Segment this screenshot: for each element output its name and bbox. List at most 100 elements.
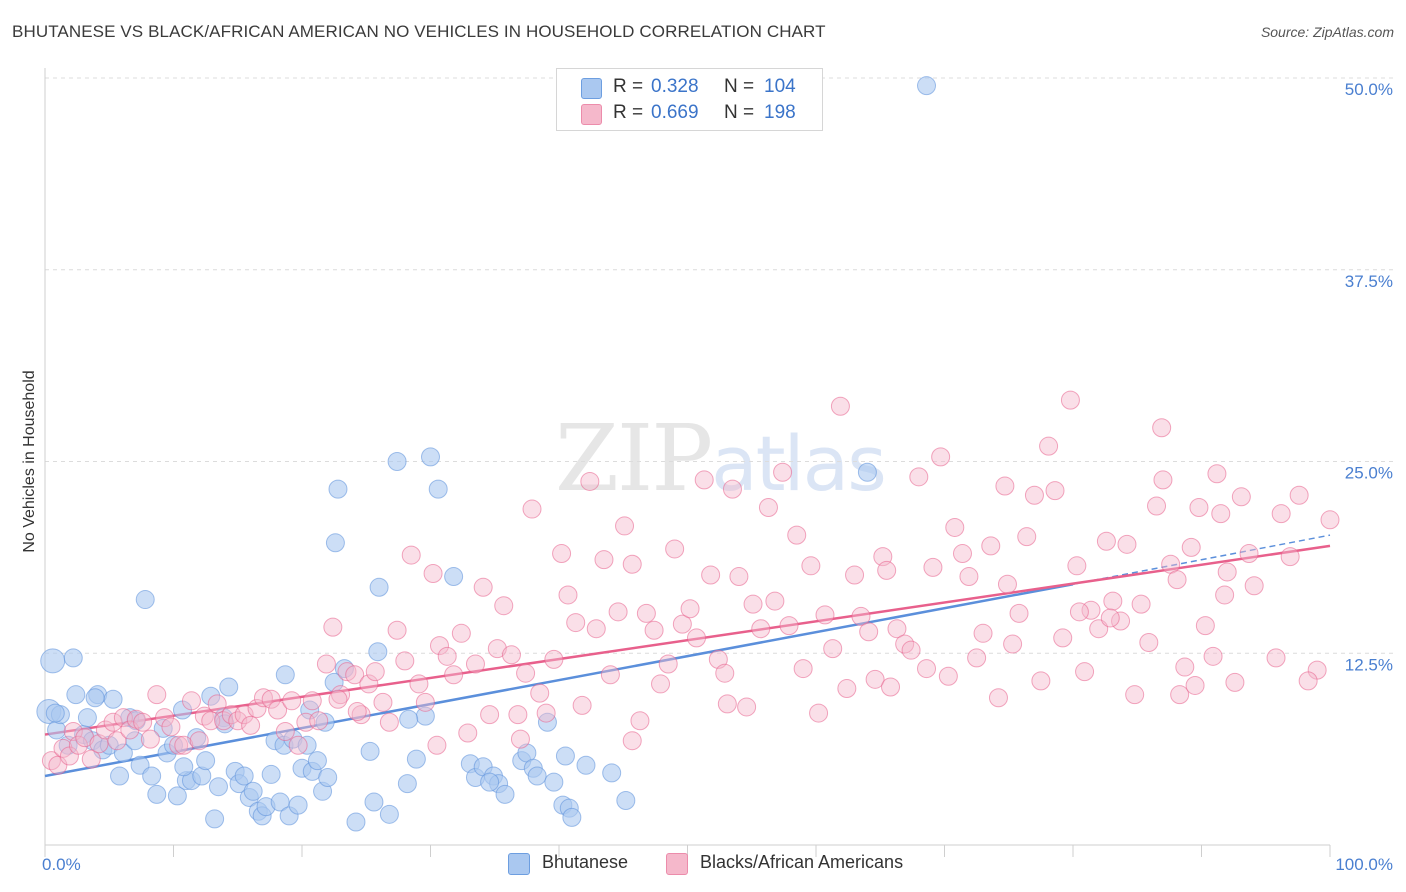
data-point	[234, 766, 254, 786]
data-point	[268, 700, 288, 720]
data-point	[729, 567, 749, 587]
source-label: Source: ZipAtlas.com	[1260, 24, 1394, 40]
data-point	[1003, 634, 1023, 654]
data-point	[275, 721, 295, 741]
bottom-legend-label-blacks-african-americans: Blacks/African Americans	[700, 852, 904, 872]
data-point	[552, 544, 572, 564]
data-point	[465, 654, 485, 674]
data-point	[1320, 510, 1340, 530]
data-point	[837, 679, 857, 699]
data-point	[576, 755, 596, 775]
data-point	[758, 498, 778, 518]
data-point	[602, 763, 622, 783]
data-point	[368, 642, 388, 662]
data-point	[680, 599, 700, 619]
data-point	[572, 695, 592, 715]
data-point	[1217, 562, 1237, 582]
data-point	[328, 689, 348, 709]
data-point	[167, 786, 187, 806]
data-point	[437, 646, 457, 666]
data-point	[219, 677, 239, 697]
data-point	[395, 651, 415, 671]
data-point	[406, 749, 426, 769]
data-point	[364, 792, 384, 812]
data-point	[444, 567, 464, 587]
data-point	[1271, 504, 1291, 524]
data-point	[694, 470, 714, 490]
data-point	[701, 565, 721, 585]
data-point	[527, 766, 547, 786]
data-point	[147, 685, 167, 705]
data-point	[315, 712, 335, 732]
legend-r-label: R =	[613, 102, 644, 123]
data-point	[981, 536, 1001, 556]
data-point	[851, 606, 871, 626]
data-point	[288, 795, 308, 815]
data-point	[241, 715, 261, 735]
data-point	[261, 689, 281, 709]
y-axis-title: No Vehicles in Household	[21, 370, 38, 552]
data-point	[234, 705, 254, 725]
legend-r-label: R =	[613, 76, 644, 97]
data-point	[901, 640, 921, 660]
data-point	[487, 639, 507, 659]
data-point	[1231, 487, 1251, 507]
data-point	[103, 712, 123, 732]
watermark-zip: ZIP	[555, 405, 713, 512]
data-point	[1266, 648, 1286, 668]
data-point	[45, 703, 65, 723]
data-point	[1024, 485, 1044, 505]
data-point	[1225, 672, 1245, 692]
data-point	[1203, 646, 1223, 666]
data-point	[938, 666, 958, 686]
data-point	[508, 705, 528, 725]
data-point	[401, 545, 421, 565]
data-point	[288, 735, 308, 755]
data-point	[801, 556, 821, 576]
data-point	[1153, 470, 1173, 490]
series-blacks-african-americans	[41, 390, 1340, 775]
data-point	[429, 636, 449, 656]
data-point	[196, 751, 216, 771]
data-point	[113, 743, 133, 763]
data-point	[81, 749, 101, 769]
data-point	[164, 735, 183, 755]
data-point	[530, 683, 550, 703]
data-point	[959, 567, 979, 587]
data-point	[328, 479, 348, 499]
data-point	[743, 594, 763, 614]
data-point	[399, 709, 419, 729]
trend-line-extension	[1072, 534, 1331, 585]
legend-r-value: 0.669	[651, 102, 699, 123]
data-point	[302, 691, 322, 711]
data-point	[207, 694, 227, 714]
data-point	[1298, 671, 1318, 691]
data-point	[140, 729, 160, 749]
data-point	[630, 711, 650, 731]
data-point	[815, 605, 835, 625]
data-point	[208, 777, 228, 797]
data-point	[580, 471, 600, 491]
data-point	[544, 649, 564, 669]
data-point	[495, 784, 515, 804]
data-point	[1167, 570, 1187, 590]
data-point	[53, 738, 73, 758]
data-point	[658, 654, 678, 674]
legend-n-value: 198	[764, 102, 796, 123]
data-point	[665, 539, 685, 559]
data-point	[708, 649, 728, 669]
data-point	[865, 669, 885, 689]
trend-line	[44, 582, 1074, 778]
data-point	[373, 692, 393, 712]
data-point	[586, 619, 606, 639]
data-point	[1195, 616, 1215, 636]
data-point	[558, 585, 578, 605]
data-point	[1031, 671, 1051, 691]
data-point	[636, 603, 656, 623]
data-point	[544, 772, 564, 792]
data-point	[85, 688, 105, 708]
data-point	[779, 616, 799, 636]
data-point	[174, 735, 194, 755]
data-point	[345, 665, 365, 685]
